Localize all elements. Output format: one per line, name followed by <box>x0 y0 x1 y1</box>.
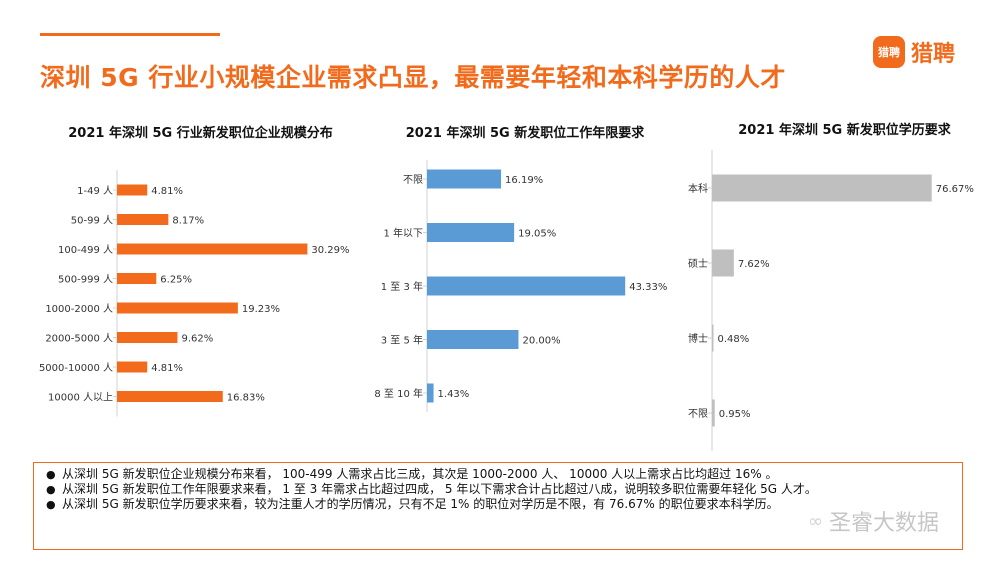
category-label: 100-499 人 <box>58 244 113 256</box>
chart-1-title: 2021 年深圳 5G 行业新发职位企业规模分布 <box>68 126 333 141</box>
bar <box>117 273 157 284</box>
category-label: 3 至 5 年 <box>381 334 423 347</box>
data-label: 8.17% <box>172 216 204 227</box>
bar <box>427 169 502 189</box>
category-label: 1000-2000 人 <box>45 303 113 315</box>
category-label: 1 年以下 <box>383 227 423 240</box>
data-label: 0.95% <box>719 409 751 420</box>
summary-notes: ● 从深圳 5G 新发职位企业规模分布来看， 100-499 人需求占比三成，其… <box>33 462 963 550</box>
title-accent-line <box>40 33 220 36</box>
bullet-icon: ● <box>46 483 56 496</box>
data-label: 0.48% <box>718 334 750 345</box>
note-text: 从深圳 5G 新发职位工作年限要求来看， 1 至 3 年需求占比超过四成， 5 … <box>62 482 817 496</box>
education-chart: 本科 76.67% 硕士 7.62% 博士 0.48% 不限 0.95% <box>688 150 974 451</box>
data-label: 30.29% <box>311 245 349 256</box>
watermark: ∞ 圣睿大数据 <box>808 505 939 537</box>
data-label: 4.81% <box>151 363 183 374</box>
data-label: 20.00% <box>522 336 560 347</box>
logo-badge: 猎聘 <box>873 36 905 68</box>
category-label: 博士 <box>688 332 708 345</box>
category-label: 8 至 10 年 <box>374 387 423 400</box>
category-label: 不限 <box>688 408 708 420</box>
note-text: 从深圳 5G 新发职位企业规模分布来看， 100-499 人需求占比三成，其次是… <box>62 467 778 481</box>
bar <box>117 214 169 225</box>
note-text: 从深圳 5G 新发职位学历要求来看，较为注重人才的学历情况，只有不足 1% 的职… <box>62 497 779 511</box>
work-experience-chart: 不限 16.19% 1 年以下 19.05% 1 至 3 年 43.33% 3 至 5 年 2… <box>374 160 667 412</box>
data-label: 9.62% <box>181 334 213 345</box>
note-item: ● 从深圳 5G 新发职位工作年限要求来看， 1 至 3 年需求占比超过四成， … <box>46 482 952 497</box>
category-label: 50-99 人 <box>71 215 113 227</box>
note-item: ● 从深圳 5G 新发职位学历要求来看，较为注重人才的学历情况，只有不足 1% … <box>46 497 952 512</box>
category-label: 500-999 人 <box>58 274 113 286</box>
data-label: 6.25% <box>160 275 192 286</box>
company-size-chart: 1-49 人 4.81% 50-99 人 8.17% 100-499 人 30.29% 50… <box>39 170 350 417</box>
page-title: 深圳 5G 行业小规模企业需求凸显，最需要年轻和本科学历的人才 <box>40 63 786 92</box>
bar <box>117 332 178 343</box>
data-label: 4.81% <box>151 186 183 197</box>
bar <box>427 223 515 242</box>
category-label: 硕士 <box>688 257 708 270</box>
bar <box>712 249 734 277</box>
bar <box>117 184 148 196</box>
wechat-icon: ∞ <box>808 510 823 532</box>
bar <box>117 361 148 373</box>
note-item: ● 从深圳 5G 新发职位企业规模分布来看， 100-499 人需求占比三成，其… <box>46 467 952 482</box>
bar <box>117 391 223 402</box>
watermark-text: 圣睿大数据 <box>829 511 940 536</box>
category-label: 不限 <box>403 174 423 186</box>
bullet-icon: ● <box>46 498 56 511</box>
data-label: 16.19% <box>505 175 543 186</box>
data-label: 76.67% <box>936 184 974 195</box>
category-label: 1-49 人 <box>77 185 113 197</box>
liepin-logo: 猎聘 猎聘 <box>873 36 955 68</box>
data-label: 7.62% <box>738 259 770 270</box>
bar <box>427 276 626 296</box>
bar <box>712 174 932 202</box>
data-label: 43.33% <box>629 282 667 293</box>
category-label: 2000-5000 人 <box>45 333 113 345</box>
bar <box>117 302 238 314</box>
data-label: 1.43% <box>438 389 470 400</box>
logo-text: 猎聘 <box>911 42 956 67</box>
data-label: 16.83% <box>227 393 265 404</box>
category-label: 1 至 3 年 <box>381 280 423 293</box>
chart-3-title: 2021 年深圳 5G 新发职位学历要求 <box>738 123 951 138</box>
category-label: 5000-10000 人 <box>39 362 113 374</box>
bar <box>117 243 308 255</box>
bar <box>712 399 715 427</box>
data-label: 19.05% <box>518 229 556 240</box>
bar <box>427 383 434 403</box>
data-label: 19.23% <box>242 304 280 315</box>
bullet-icon: ● <box>46 468 56 481</box>
category-label: 本科 <box>688 182 708 195</box>
chart-2-title: 2021 年深圳 5G 新发职位工作年限要求 <box>405 126 645 141</box>
bar <box>427 330 519 349</box>
bar <box>712 324 714 352</box>
category-label: 10000 人以上 <box>48 392 113 404</box>
